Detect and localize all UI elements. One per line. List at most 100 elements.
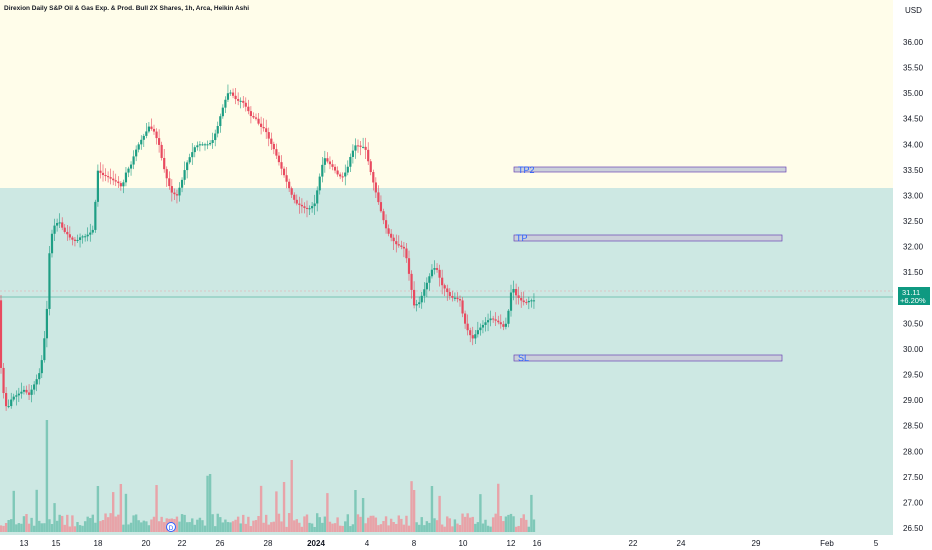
volume-bar	[265, 514, 268, 532]
candle-body	[413, 289, 416, 306]
zone-sl[interactable]: SL	[513, 353, 783, 363]
volume-bar	[196, 519, 199, 532]
volume-bar	[285, 526, 288, 532]
volume-bar	[180, 514, 184, 532]
candle-body	[89, 232, 92, 235]
candle-body	[504, 323, 507, 327]
candle-body	[234, 95, 237, 100]
volume-bar	[211, 514, 214, 532]
x-tick-label: 13	[20, 539, 29, 548]
volume-bar	[234, 519, 237, 532]
candle-body	[254, 117, 258, 119]
candle-body	[5, 393, 8, 407]
session-marker[interactable]: D	[166, 522, 176, 532]
volume-bar	[112, 492, 115, 532]
candle-body	[367, 149, 370, 162]
volume-bar	[242, 514, 245, 532]
y-tick-label: 32.00	[903, 243, 924, 252]
volume-bar	[219, 517, 222, 532]
volume-bar	[497, 483, 500, 532]
y-tick-label: 32.50	[903, 217, 924, 226]
candle-body	[12, 396, 15, 400]
zone-tp2[interactable]: TP2	[513, 165, 787, 175]
volume-bar	[81, 525, 84, 532]
volume-bar	[405, 515, 408, 532]
candle-body	[507, 310, 510, 324]
volume-bar	[114, 516, 117, 532]
volume-bar	[224, 519, 227, 532]
volume-bar	[305, 514, 309, 532]
candle-body	[231, 92, 235, 96]
candle-body	[2, 367, 5, 394]
candle-body	[402, 246, 405, 249]
volume-bar	[463, 516, 467, 532]
x-axis: 13 15 18 20 22 26 28 2024 4 8 10 12 16 22 24 29 Feb 5	[20, 539, 879, 548]
volume-bar	[287, 513, 291, 532]
candle-body	[56, 222, 59, 226]
volume-bar	[354, 490, 357, 532]
candle-body	[492, 318, 495, 320]
chart-title: Direxion Daily S&P Oil & Gas Exp. & Prod…	[4, 5, 249, 12]
volume-bar	[206, 475, 209, 532]
volume-bar	[328, 521, 332, 532]
volume-bar	[239, 523, 242, 532]
volume-bar	[150, 519, 153, 532]
candle-body	[193, 147, 196, 153]
volume-bar	[193, 524, 196, 532]
candle-body	[423, 289, 426, 296]
candle-body	[502, 324, 505, 327]
candle-body	[425, 282, 428, 290]
candle-body	[499, 322, 502, 325]
candle-body	[219, 116, 222, 127]
candle-body	[471, 335, 474, 339]
candle-body	[522, 300, 525, 303]
volume-bar	[27, 523, 31, 532]
zone-tp-label: TP	[516, 233, 528, 243]
volume-bar	[247, 516, 250, 532]
candle-body	[461, 300, 464, 314]
candle-body	[410, 273, 413, 290]
volume-bar	[479, 494, 482, 532]
price-badge: 31.11 +6.20%	[898, 287, 930, 305]
volume-bar	[96, 486, 100, 532]
y-tick-label: 30.50	[903, 319, 924, 328]
candle-body	[527, 300, 530, 303]
volume-bar	[99, 521, 102, 532]
candle-body	[252, 116, 255, 118]
volume-bar	[323, 516, 327, 532]
volume-bar	[12, 490, 15, 532]
y-tick-label: 35.00	[903, 89, 924, 98]
zone-tp-box	[513, 234, 783, 242]
volume-bar	[326, 493, 329, 532]
volume-bar	[502, 521, 505, 532]
volume-bar	[86, 516, 89, 532]
candle-body	[359, 145, 362, 147]
volume-bar	[104, 513, 107, 532]
volume-bar	[63, 524, 66, 532]
volume-bar	[476, 522, 480, 532]
volume-bar	[377, 525, 380, 532]
candle-body	[377, 192, 380, 203]
volume-bar	[38, 520, 41, 532]
candle-body	[290, 188, 293, 195]
volume-bar	[119, 483, 123, 532]
volume-bar	[7, 520, 10, 532]
candle-body	[446, 288, 449, 293]
volume-bar	[262, 522, 265, 532]
candle-body	[0, 300, 3, 368]
session-marker-label: D	[169, 525, 174, 532]
candle-body	[170, 186, 173, 193]
candle-body	[390, 233, 393, 238]
volume-bar	[20, 523, 23, 532]
y-tick-label: 29.00	[903, 396, 924, 405]
candle-body	[216, 126, 219, 134]
candle-body	[129, 164, 133, 169]
x-tick-label: 8	[412, 539, 417, 548]
zone-tp[interactable]: TP	[513, 233, 783, 243]
candle-body	[188, 157, 191, 163]
candle-body	[33, 384, 36, 390]
volume-bar	[420, 517, 423, 532]
candle-body	[173, 192, 176, 195]
candle-body	[107, 176, 110, 178]
